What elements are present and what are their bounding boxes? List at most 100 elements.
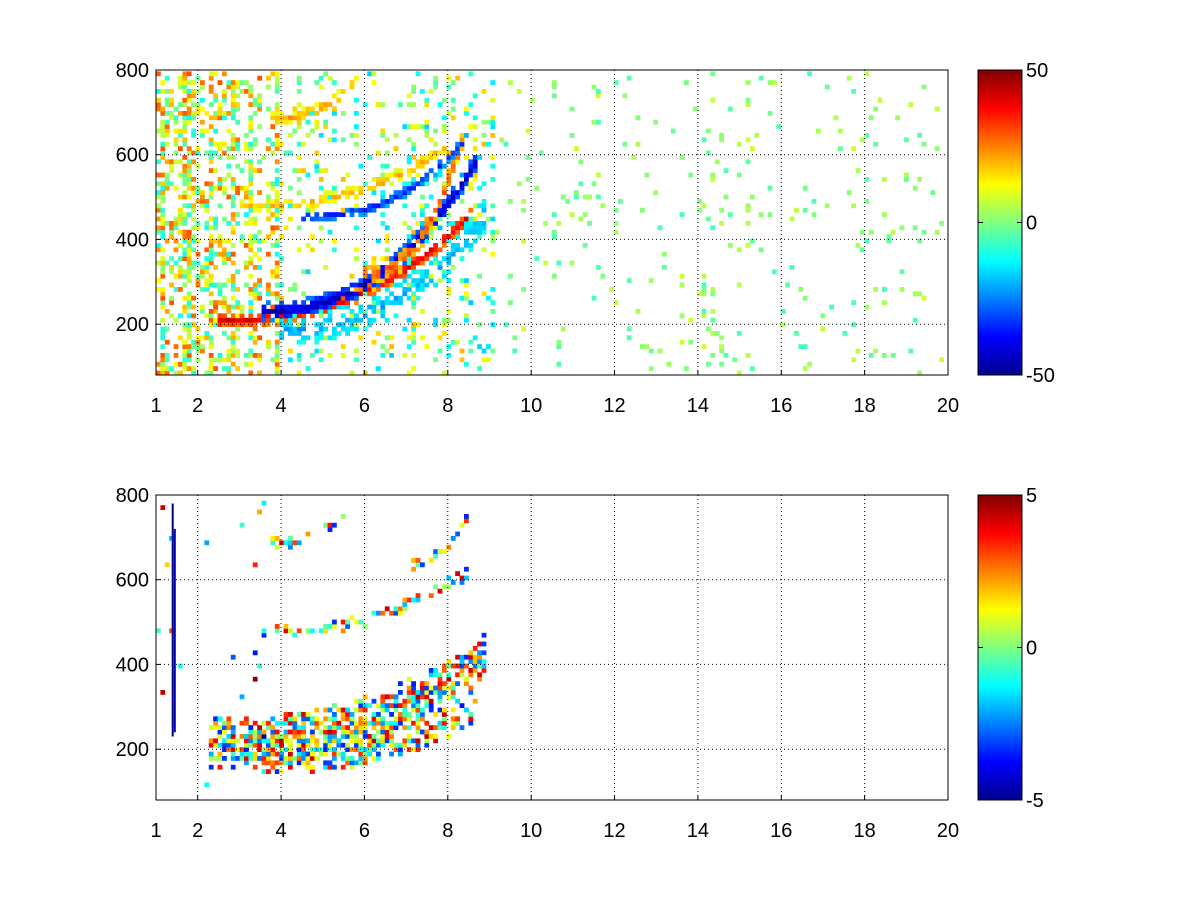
heatmap-cell <box>472 646 478 651</box>
heatmap-cell <box>310 729 315 735</box>
heatmap-cell <box>296 177 302 182</box>
heatmap-cell <box>244 747 249 752</box>
heatmap-cell <box>314 163 320 169</box>
heatmap-cell <box>798 344 804 349</box>
heatmap-cell <box>450 265 456 270</box>
heatmap-cell <box>376 273 381 279</box>
heatmap-cell <box>446 287 452 292</box>
heatmap-cell <box>415 747 421 752</box>
heatmap-cell <box>420 181 425 187</box>
heatmap-cell <box>208 150 214 156</box>
heatmap-cell <box>235 300 240 305</box>
heatmap-cell <box>380 344 386 349</box>
heatmap-cell <box>402 194 408 200</box>
heatmap-cell <box>222 150 227 156</box>
heatmap-cell <box>481 659 487 664</box>
heatmap-cell <box>169 163 174 169</box>
heatmap-cell <box>609 287 614 292</box>
heatmap-cell <box>186 251 192 257</box>
heatmap-cell <box>464 291 469 297</box>
heatmap-cell <box>411 331 416 336</box>
heatmap-cell <box>274 291 280 297</box>
heatmap-cell <box>433 734 438 739</box>
heatmap-cell <box>191 322 196 327</box>
heatmap-cell <box>274 339 280 345</box>
heatmap-cell <box>428 221 434 226</box>
heatmap-cell <box>534 256 540 261</box>
heatmap-cell <box>160 269 166 275</box>
heatmap-cell <box>340 300 346 305</box>
heatmap-cell <box>389 703 394 708</box>
heatmap-cell <box>204 287 210 292</box>
heatmap-cell <box>261 760 267 766</box>
heatmap-cell <box>248 207 254 213</box>
heatmap-cell <box>230 251 236 257</box>
heatmap-cell <box>389 734 394 739</box>
heatmap-cell <box>811 199 817 204</box>
heatmap-cell <box>235 212 240 217</box>
heatmap-cell <box>481 203 487 209</box>
heatmap-cell <box>406 102 412 107</box>
heatmap-cell <box>437 549 443 554</box>
heatmap-cell <box>371 734 377 739</box>
heatmap-cell <box>235 137 240 143</box>
heatmap-cell <box>274 738 280 744</box>
heatmap-cell <box>389 751 394 757</box>
heatmap-cell <box>332 137 337 143</box>
heatmap-cell <box>274 102 280 107</box>
heatmap-cell <box>442 690 447 695</box>
heatmap-cell <box>521 199 526 204</box>
heatmap-cell <box>274 119 280 125</box>
heatmap-cell <box>420 207 425 213</box>
heatmap-cell <box>358 619 364 625</box>
heatmap-cell <box>358 212 364 217</box>
heatmap-cell <box>257 159 262 165</box>
heatmap-cell <box>169 366 174 371</box>
heatmap-cell <box>266 84 271 90</box>
heatmap-cell <box>292 756 298 761</box>
colorbar-gradient <box>977 69 1023 376</box>
heatmap-cell <box>376 282 381 288</box>
heatmap-cell <box>477 234 482 239</box>
heatmap-cell <box>415 229 421 235</box>
heatmap-cell <box>552 229 557 235</box>
heatmap-cell <box>213 738 218 744</box>
heatmap-cell <box>327 760 333 766</box>
heatmap-cell <box>314 331 320 336</box>
heatmap-cell <box>257 278 262 283</box>
heatmap-cell <box>723 353 729 358</box>
heatmap-cell <box>327 335 333 341</box>
heatmap-cell <box>279 738 284 744</box>
heatmap-cell <box>217 141 223 147</box>
heatmap-cell <box>230 133 236 138</box>
heatmap-cell <box>745 207 751 213</box>
heatmap-cell <box>591 181 597 187</box>
heatmap-cell <box>450 725 456 730</box>
heatmap-cell <box>406 370 412 376</box>
heatmap-cell <box>230 751 236 757</box>
heatmap-cell <box>261 203 267 209</box>
heatmap-cell <box>362 287 368 292</box>
heatmap-cell <box>820 326 826 332</box>
heatmap-cell <box>446 659 452 664</box>
heatmap-cell <box>433 668 438 673</box>
heatmap-cell <box>455 663 460 669</box>
heatmap-cell <box>389 694 394 700</box>
heatmap-cell <box>340 313 346 319</box>
heatmap-cell <box>310 295 315 301</box>
heatmap-cell <box>481 133 487 138</box>
heatmap-cell <box>270 199 276 204</box>
heatmap-cell <box>433 725 438 730</box>
heatmap-cell <box>301 141 306 147</box>
heatmap-cell <box>389 729 394 735</box>
heatmap-cell <box>653 119 658 125</box>
heatmap-cell <box>270 269 276 275</box>
heatmap-cell <box>349 738 355 744</box>
heatmap-cell <box>406 273 412 279</box>
heatmap-cell <box>455 531 460 537</box>
heatmap-cell <box>336 742 342 748</box>
heatmap-cell <box>340 707 346 713</box>
heatmap-cell <box>450 80 456 85</box>
y-tick-label: 600 <box>116 145 149 167</box>
heatmap-cell <box>468 247 474 253</box>
